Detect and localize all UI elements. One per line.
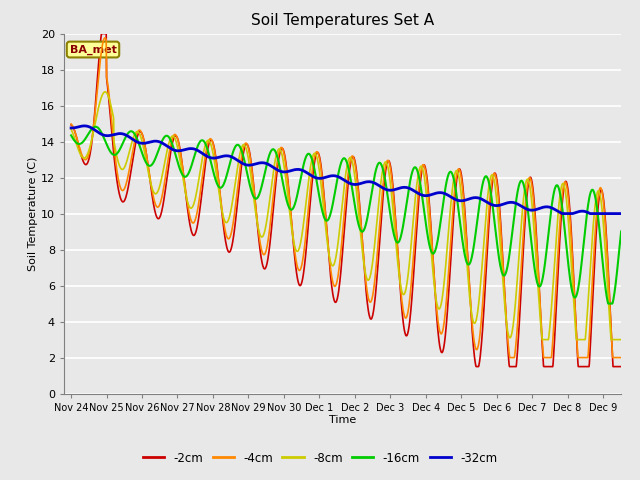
-16cm — [330, 197, 337, 203]
-32cm — [559, 211, 566, 216]
-2cm — [573, 332, 580, 337]
-2cm — [98, 31, 106, 36]
-4cm — [156, 201, 164, 206]
-8cm — [330, 262, 337, 268]
Text: BA_met: BA_met — [70, 44, 116, 55]
-16cm — [67, 132, 75, 138]
-4cm — [489, 173, 497, 179]
-2cm — [67, 122, 75, 128]
-4cm — [340, 210, 348, 216]
-2cm — [490, 174, 497, 180]
-16cm — [156, 143, 164, 148]
-8cm — [156, 181, 164, 187]
-32cm — [489, 202, 497, 208]
-32cm — [156, 139, 164, 145]
-16cm — [635, 271, 640, 277]
Line: -2cm: -2cm — [71, 34, 639, 367]
-32cm — [340, 177, 348, 183]
Line: -16cm: -16cm — [71, 127, 639, 303]
-32cm — [573, 209, 580, 215]
Title: Soil Temperatures Set A: Soil Temperatures Set A — [251, 13, 434, 28]
-4cm — [67, 121, 75, 127]
-8cm — [573, 336, 580, 342]
-2cm — [472, 364, 480, 370]
-2cm — [635, 204, 640, 209]
-8cm — [489, 173, 497, 179]
-2cm — [156, 214, 164, 219]
-32cm — [67, 125, 75, 131]
-16cm — [572, 293, 580, 299]
-8cm — [628, 203, 636, 208]
Line: -8cm: -8cm — [71, 92, 639, 339]
-8cm — [101, 89, 109, 95]
-4cm — [101, 35, 109, 41]
-16cm — [340, 156, 348, 161]
-16cm — [604, 300, 612, 306]
-32cm — [330, 173, 337, 179]
-32cm — [635, 211, 640, 216]
-16cm — [628, 208, 636, 214]
Legend: -2cm, -4cm, -8cm, -16cm, -32cm: -2cm, -4cm, -8cm, -16cm, -32cm — [138, 447, 502, 469]
-8cm — [67, 126, 75, 132]
X-axis label: Time: Time — [329, 415, 356, 425]
-32cm — [81, 123, 88, 129]
Line: -4cm: -4cm — [71, 38, 639, 358]
-2cm — [330, 295, 337, 301]
-2cm — [340, 227, 348, 232]
-8cm — [539, 336, 547, 342]
-4cm — [635, 206, 640, 212]
-4cm — [573, 330, 580, 336]
-4cm — [628, 222, 636, 228]
-2cm — [628, 237, 636, 243]
-16cm — [92, 124, 99, 130]
-4cm — [506, 355, 514, 360]
Line: -32cm: -32cm — [71, 126, 639, 214]
-4cm — [330, 282, 337, 288]
-16cm — [489, 205, 497, 211]
-32cm — [628, 211, 636, 216]
-8cm — [340, 182, 348, 188]
Y-axis label: Soil Temperature (C): Soil Temperature (C) — [28, 156, 38, 271]
-8cm — [635, 227, 640, 233]
